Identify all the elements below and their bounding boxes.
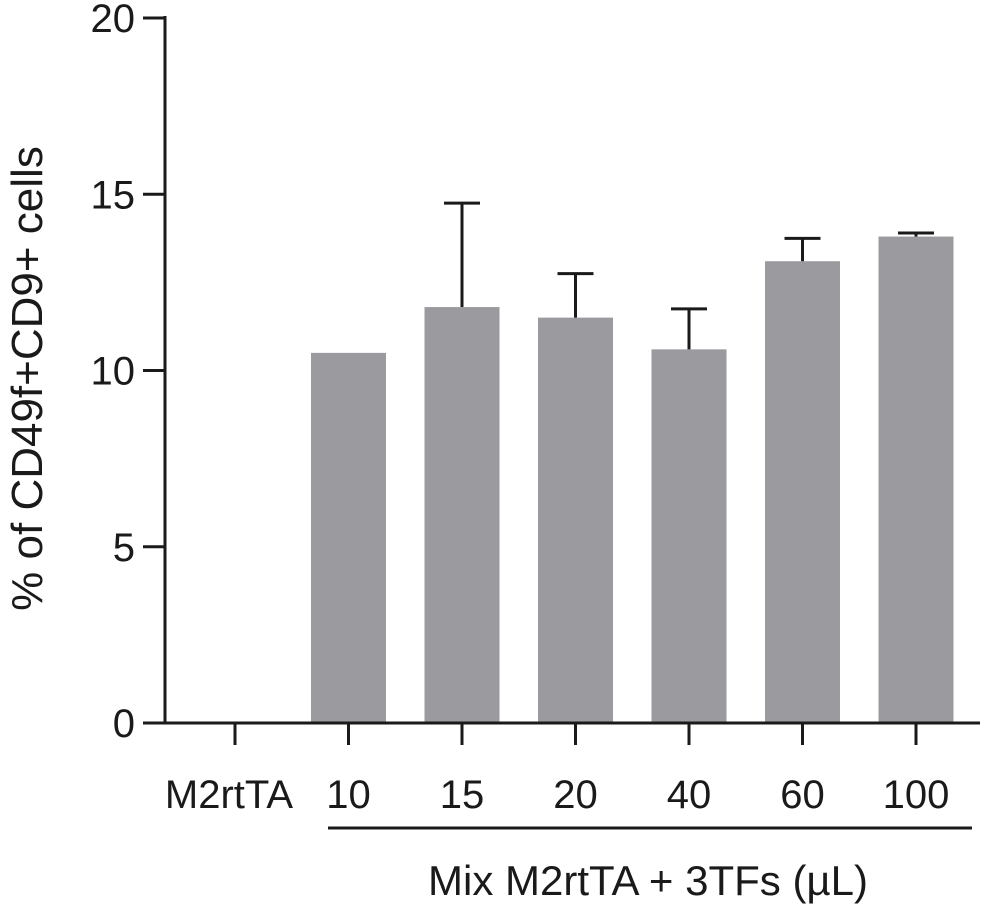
x-axis-ticks: M2rtTA 10 15 20 40 60 100 (165, 723, 949, 817)
x-tick-label-60: 60 (780, 773, 825, 817)
bar-100 (878, 236, 954, 724)
error-bars (444, 201, 934, 350)
x-tick-label-20: 20 (553, 773, 598, 817)
x-tick-label-100: 100 (883, 773, 950, 817)
y-tick-label: 5 (113, 526, 135, 570)
group-label: Mix M2rtTA + 3TFs (µL) (428, 857, 868, 904)
y-axis-ticks: 0 5 10 15 20 (91, 0, 165, 746)
x-tick-label-40: 40 (667, 773, 712, 817)
y-tick-label: 15 (91, 173, 136, 217)
x-tick-label-M2rtTA: M2rtTA (165, 773, 293, 817)
y-tick-label: 0 (113, 702, 135, 746)
bar-60 (765, 261, 840, 723)
bar-40 (651, 349, 727, 723)
x-tick-label-15: 15 (440, 773, 485, 817)
x-tick-label-10: 10 (326, 773, 371, 817)
bars (311, 236, 954, 724)
bar-15 (424, 307, 500, 723)
y-tick-label: 10 (91, 350, 136, 394)
y-tick-label: 20 (91, 0, 136, 41)
y-axis-title: % of CD49f+CD9+ cells (3, 146, 52, 611)
bar-10 (311, 352, 386, 723)
bar-20 (538, 317, 613, 723)
